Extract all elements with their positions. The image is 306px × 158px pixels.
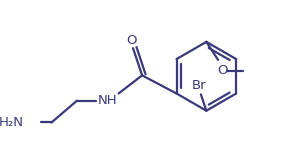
Text: H₂N: H₂N [0, 116, 24, 129]
Text: Br: Br [192, 79, 207, 92]
Text: O: O [217, 64, 228, 77]
Text: NH: NH [98, 94, 118, 107]
Text: O: O [126, 33, 136, 47]
